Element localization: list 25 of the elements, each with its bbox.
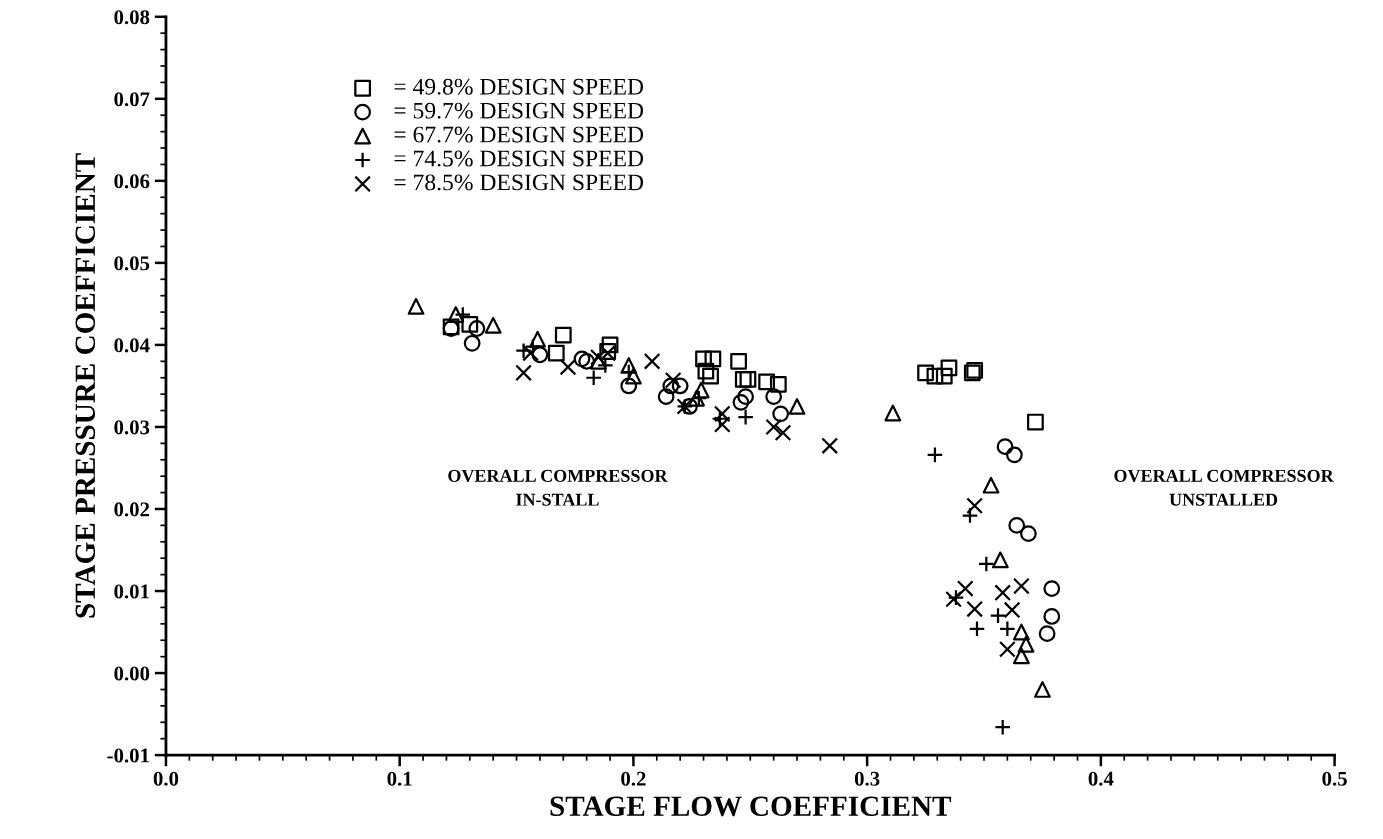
x-tick-label: 0.0 [153,771,179,786]
y-tick-label: -0.01 [107,748,149,763]
annotation: OVERALL COMPRESSOR UNSTALLED [1114,469,1334,506]
y-tick-label: 0.00 [114,666,150,681]
y-tick-label: 0.05 [114,256,150,271]
annotation: OVERALL COMPRESSOR IN-STALL [448,469,668,506]
legend-label: = 49.8% DESIGN SPEED [394,78,644,95]
x-tick-label: 0.1 [387,771,412,786]
y-tick-label: 0.06 [114,174,150,189]
x-tick-label: 0.4 [1088,771,1114,786]
y-tick-label: 0.07 [114,92,150,107]
x-tick-label: 0.2 [621,771,646,786]
legend-label: = 78.5% DESIGN SPEED [394,174,644,191]
y-tick-label: 0.01 [114,584,149,599]
y-tick-label: 0.02 [114,502,150,517]
y-tick-label: 0.04 [114,338,150,353]
y-tick-label: 0.08 [114,10,150,25]
x-axis-title: STAGE FLOW COEFFICIENT [550,796,952,817]
x-tick-label: 0.5 [1322,771,1347,786]
y-axis-title: STAGE PRESSURE COEFFICIENT [75,153,96,618]
x-tick-label: 0.3 [854,771,880,786]
legend-label: = 67.7% DESIGN SPEED [394,126,644,143]
legend-label: = 59.7% DESIGN SPEED [394,102,644,119]
y-tick-label: 0.03 [114,420,150,435]
legend-label: = 74.5% DESIGN SPEED [394,150,644,167]
